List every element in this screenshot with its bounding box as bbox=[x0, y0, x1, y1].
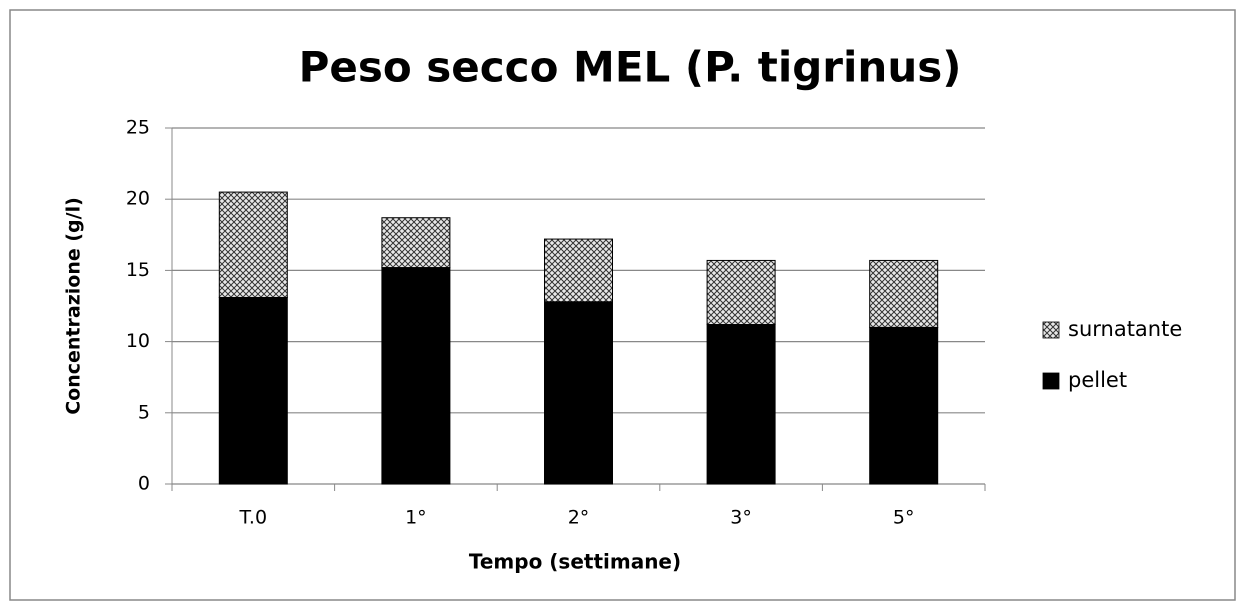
bar-segment bbox=[381, 267, 451, 485]
x-tick-label: 5° bbox=[893, 507, 915, 529]
y-tick-label: 15 bbox=[126, 259, 150, 281]
bar-segment bbox=[218, 296, 288, 485]
chart-frame bbox=[9, 9, 1236, 601]
chart-title: Peso secco MEL (P. tigrinus) bbox=[299, 43, 962, 92]
bar-segment bbox=[544, 238, 613, 303]
y-tick-label: 5 bbox=[138, 401, 150, 423]
legend-swatch bbox=[1042, 321, 1060, 339]
x-tick-label: 3° bbox=[730, 507, 752, 529]
bar-segment bbox=[381, 217, 451, 269]
x-tick-label: 1° bbox=[405, 507, 427, 529]
x-tick-label: T.0 bbox=[239, 507, 267, 529]
y-tick-label: 10 bbox=[126, 330, 150, 352]
legend-label: pellet bbox=[1068, 368, 1127, 392]
bar-segment bbox=[544, 301, 613, 485]
x-tick-label: 2° bbox=[568, 507, 590, 529]
legend-swatch bbox=[1042, 372, 1060, 390]
bar-segment bbox=[869, 259, 939, 328]
bar-segment bbox=[218, 191, 288, 298]
y-axis-label: Concentrazione (g/l) bbox=[63, 197, 85, 415]
bar-segment bbox=[706, 259, 776, 326]
x-axis-label: Tempo (settimane) bbox=[469, 550, 681, 574]
bar-segment bbox=[869, 326, 939, 485]
y-tick-label: 20 bbox=[126, 188, 150, 210]
y-tick-label: 25 bbox=[126, 117, 150, 139]
y-tick-label: 0 bbox=[138, 473, 150, 495]
legend-label: surnatante bbox=[1068, 317, 1182, 341]
bar-segment bbox=[706, 324, 776, 485]
